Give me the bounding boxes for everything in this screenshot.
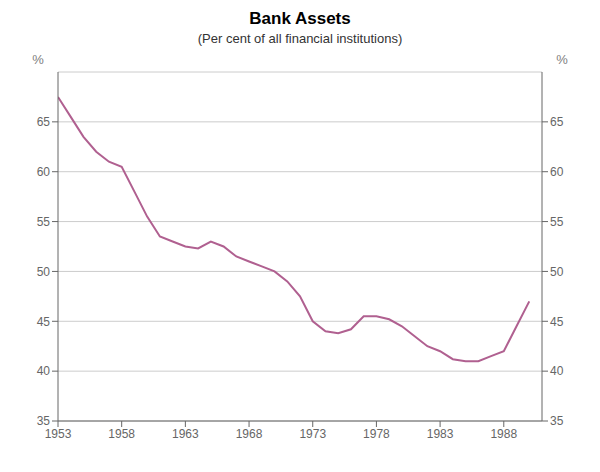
svg-text:45: 45	[37, 315, 51, 329]
svg-text:1958: 1958	[108, 427, 135, 441]
svg-text:35: 35	[37, 414, 51, 428]
svg-text:60: 60	[37, 165, 51, 179]
svg-text:40: 40	[37, 364, 51, 378]
svg-text:60: 60	[550, 165, 564, 179]
svg-text:1963: 1963	[172, 427, 199, 441]
svg-text:1978: 1978	[363, 427, 390, 441]
html-text:Bank Assets: Bank Assets	[249, 9, 351, 28]
svg-text:65: 65	[37, 115, 51, 129]
svg-text:1968: 1968	[236, 427, 263, 441]
svg-text:50: 50	[550, 265, 564, 279]
svg-text:1973: 1973	[299, 427, 326, 441]
svg-text:40: 40	[550, 364, 564, 378]
svg-text:45: 45	[550, 315, 564, 329]
svg-text:1983: 1983	[427, 427, 454, 441]
svg-text:35: 35	[550, 414, 564, 428]
svg-text:55: 55	[550, 215, 564, 229]
svg-text:%: %	[556, 52, 568, 67]
html-text:(Per cent of all financial ins: (Per cent of all financial institutions)	[197, 31, 403, 46]
svg-text:1988: 1988	[490, 427, 517, 441]
svg-text:50: 50	[37, 265, 51, 279]
svg-text:65: 65	[550, 115, 564, 129]
svg-text:1953: 1953	[45, 427, 72, 441]
svg-text:%: %	[32, 52, 44, 67]
svg-text:55: 55	[37, 215, 51, 229]
